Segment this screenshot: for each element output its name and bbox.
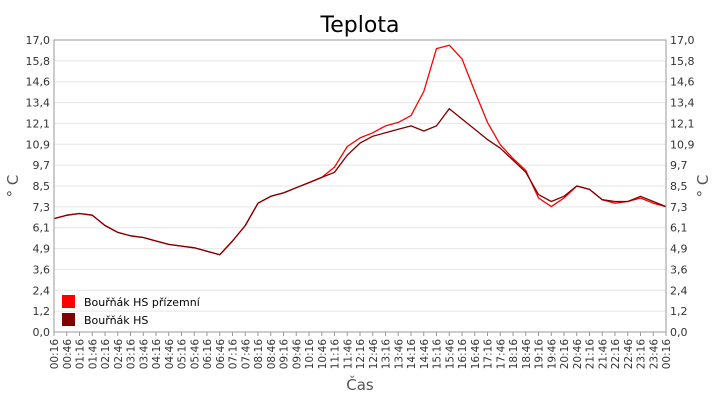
y-tick-label-left: 14,6 (26, 76, 51, 89)
chart-title: Teplota (320, 13, 400, 38)
y-tick-label-right: 14,6 (670, 76, 695, 89)
x-tick-label: 19:46 (546, 339, 558, 370)
y-tick-label-right: 8,5 (670, 180, 688, 193)
x-tick-label: 06:46 (215, 339, 227, 370)
x-tick-label: 19:16 (534, 339, 546, 370)
y-tick-label-right: 9,7 (670, 159, 688, 172)
x-tick-label: 18:16 (508, 339, 520, 370)
series-line-1 (53, 108, 667, 256)
x-tick-label: 13:16 (381, 339, 393, 370)
x-tick-label: 01:16 (75, 339, 87, 370)
y-tick-label-right: 7,3 (670, 201, 688, 214)
x-tick-label: 08:46 (266, 339, 278, 370)
x-tick-label: 05:46 (189, 339, 201, 370)
series-line-0 (53, 44, 667, 256)
x-tick-label: 16:46 (470, 339, 482, 370)
y-tick-label-right: 13,4 (670, 97, 695, 110)
y-axis-right: 0,0 1,2 2,4 3,6 4,9 6,1 7,3 8,5 9,7 10,9 12,1 13,4 1… (670, 34, 695, 339)
x-tick-label: 12:16 (355, 339, 367, 370)
x-tick-label: 16:16 (457, 339, 469, 370)
x-tick-label: 14:46 (419, 339, 431, 370)
x-tick-label: 13:46 (393, 339, 405, 370)
y-tick-label-right: 12,1 (670, 117, 695, 130)
x-tick-label: 04:16 (151, 339, 163, 370)
y-tick-label-right: 6,1 (670, 222, 688, 235)
x-tick-label: 10:16 (304, 339, 316, 370)
y-tick-label-left: 9,7 (33, 159, 51, 172)
y-tick-label-left: 7,3 (33, 201, 51, 214)
x-tick-label: 22:46 (623, 339, 635, 370)
x-tick-label: 09:46 (291, 339, 303, 370)
x-tick-label: 11:46 (342, 339, 354, 370)
y-tick-label-left: 10,9 (26, 138, 51, 151)
x-tick-label: 02:16 (100, 339, 112, 370)
x-tick-label: 18:46 (521, 339, 533, 370)
y-tick-label-right: 3,6 (670, 263, 688, 276)
x-tick-label: 09:16 (279, 339, 291, 370)
y-tick-label-right: 2,4 (670, 284, 688, 297)
x-tick-label: 05:16 (177, 339, 189, 370)
grid (54, 39, 666, 333)
y-tick-label-left: 3,6 (33, 263, 51, 276)
x-tick-label: 10:46 (317, 339, 329, 370)
series-layer (53, 44, 667, 256)
y-tick-label-left: 2,4 (33, 284, 51, 297)
legend-swatch-0 (62, 295, 75, 308)
x-tick-label: 22:16 (610, 339, 622, 370)
x-tick-label: 20:46 (572, 339, 584, 370)
y-tick-label-left: 15,8 (26, 55, 51, 68)
x-tick-label: 00:16 (661, 339, 673, 370)
x-tick-label: 15:46 (444, 339, 456, 370)
y-tick-label-left: 0,0 (33, 326, 51, 339)
x-tick-label: 17:16 (483, 339, 495, 370)
y-tick-label-left: 8,5 (33, 180, 51, 193)
legend: Bouřňák HS přízemní Bouřňák HS (62, 295, 201, 327)
x-tick-label: 14:16 (406, 339, 418, 370)
y-tick-label-left: 13,4 (26, 97, 51, 110)
x-tick-label: 04:46 (164, 339, 176, 370)
x-tick-label: 21:46 (597, 339, 609, 370)
x-tick-label: 15:16 (432, 339, 444, 370)
x-tick-label: 07:16 (228, 339, 240, 370)
y-tick-label-right: 10,9 (670, 138, 695, 151)
x-tick-label: 17:46 (495, 339, 507, 370)
x-tick-label: 06:16 (202, 339, 214, 370)
x-tick-label: 23:16 (636, 339, 648, 370)
x-tick-label: 12:46 (368, 339, 380, 370)
y-tick-label-left: 1,2 (33, 305, 51, 318)
x-tick-label: 08:16 (253, 339, 265, 370)
y-tick-label-left: 12,1 (26, 117, 51, 130)
x-tick-label: 20:16 (559, 339, 571, 370)
x-axis: 00:16 00:46 01:16 01:46 02:16 02:46 03:16 03:46… (49, 332, 673, 369)
y-axis-left: 0,0 1,2 2,4 3,6 4,9 6,1 7,3 8,5 9,7 10,9 12,1 13,4 1… (26, 34, 51, 339)
y-tick-label-left: 17,0 (26, 34, 51, 47)
y-tick-label-right: 15,8 (670, 55, 695, 68)
legend-label-1: Bouřňák HS (84, 314, 148, 327)
y-tick-label-left: 4,9 (33, 243, 51, 256)
y-tick-label-right: 4,9 (670, 243, 688, 256)
y-axis-label-left: ° C (4, 175, 22, 198)
x-tick-label: 00:16 (49, 339, 61, 370)
y-tick-label-right: 17,0 (670, 34, 695, 47)
y-tick-label-right: 1,2 (670, 305, 688, 318)
x-tick-label: 01:46 (87, 339, 99, 370)
x-axis-label: Čas (346, 375, 374, 394)
x-tick-label: 11:16 (330, 339, 342, 370)
legend-swatch-1 (62, 313, 75, 326)
y-tick-label-left: 6,1 (33, 222, 51, 235)
x-tick-label: 03:46 (138, 339, 150, 370)
x-tick-label: 03:16 (126, 339, 138, 370)
x-tick-label: 02:46 (113, 339, 125, 370)
y-axis-label-right: ° C (694, 175, 712, 198)
y-tick-label-right: 0,0 (670, 326, 688, 339)
x-tick-label: 00:46 (62, 339, 74, 370)
x-tick-label: 21:16 (585, 339, 597, 370)
x-tick-label: 23:46 (648, 339, 660, 370)
x-tick-label: 07:46 (240, 339, 252, 370)
legend-label-0: Bouřňák HS přízemní (84, 296, 201, 309)
